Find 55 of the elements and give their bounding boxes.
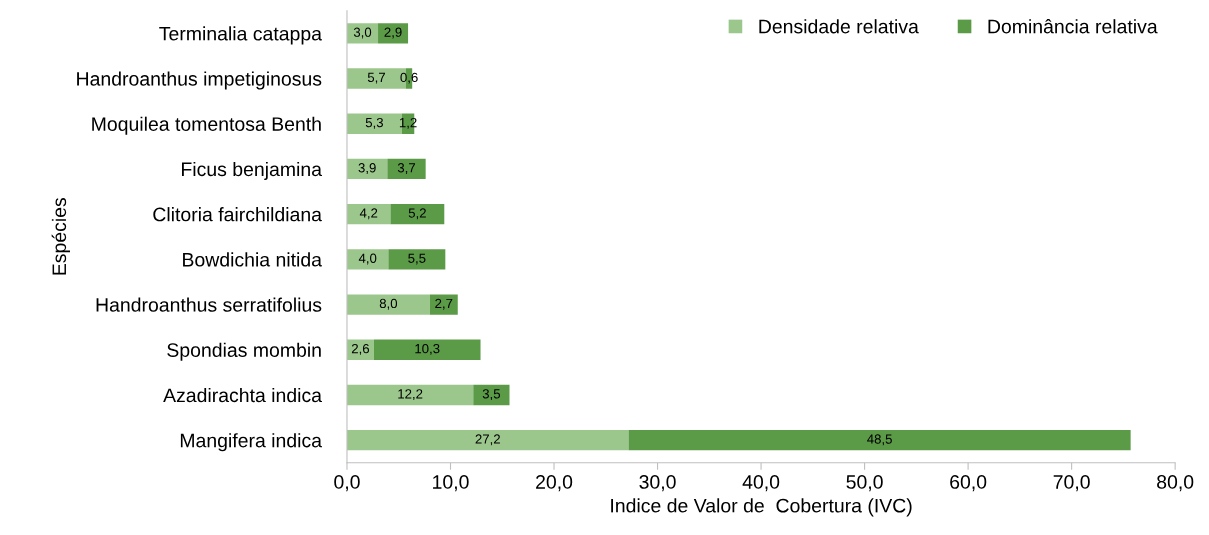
bar [346, 249, 389, 270]
bar [346, 294, 430, 315]
data-label: 3,9 [358, 163, 376, 175]
data-label: 3,5 [482, 389, 501, 401]
bar [346, 430, 629, 451]
data-label: 2,9 [384, 27, 402, 39]
y-tick-label: Moquilea tomentosa Benth [92, 116, 321, 135]
x-tick-label: 0,0 [334, 475, 360, 492]
y-tick-label: Bowdichia nitida [183, 252, 322, 267]
x-axis-title: Indice de Valor de Cobertura (IVC) [611, 498, 912, 517]
y-tick-label: Ficus benjamina [182, 161, 322, 181]
bar [429, 294, 458, 315]
data-label: 8,0 [379, 298, 398, 310]
data-label: 4,0 [358, 253, 377, 265]
y-tick-label: Mangifera indica [180, 433, 322, 452]
y-tick-label: Handroanthus serratifolius [96, 297, 322, 312]
y-tick-label: Clitoria fairchildiana [153, 207, 322, 222]
x-tick-label: 30,0 [639, 475, 676, 492]
data-label: 4,2 [359, 208, 378, 220]
y-axis-title: Espécies [51, 197, 70, 275]
bar [390, 203, 445, 225]
legend-label: Dominância relativa [988, 19, 1158, 34]
bar [346, 113, 402, 134]
legend-label: Densidade relativa [759, 19, 919, 34]
x-tick-label: 60,0 [950, 475, 987, 492]
x-tick-label: 10,0 [433, 475, 469, 492]
x-tick-label: 40,0 [742, 475, 780, 492]
bar [378, 23, 409, 44]
data-label: 48,5 [867, 434, 892, 446]
data-label: 3,0 [353, 27, 372, 39]
data-label: 2,7 [435, 298, 453, 310]
y-tick-label: Handroanthus impetiginosus [77, 71, 322, 90]
bar [387, 158, 426, 180]
data-label: 27,2 [475, 434, 500, 446]
data-label: 12,2 [398, 389, 423, 401]
y-tick-label: Terminalia catappa [159, 26, 322, 45]
x-tick-label: 20,0 [536, 475, 573, 492]
bar [346, 203, 391, 225]
x-tick-label: 50,0 [846, 475, 883, 492]
data-label: 5,2 [408, 208, 426, 220]
bar [628, 430, 1131, 451]
data-label: 5,7 [367, 72, 385, 84]
x-tick-label: 70,0 [1053, 475, 1090, 492]
bar [346, 384, 474, 406]
y-tick-label: Spondias mombin [167, 342, 321, 361]
data-label: 3,7 [397, 163, 416, 175]
data-label: 5,5 [408, 253, 426, 265]
bar [388, 249, 446, 270]
data-label: 10,3 [415, 343, 440, 355]
bar [473, 384, 510, 406]
data-label: 5,3 [365, 117, 384, 129]
bar [373, 339, 481, 360]
x-tick-label: 80,0 [1157, 475, 1194, 492]
y-tick-label: Azadirachta indica [163, 387, 322, 403]
data-label: 2,6 [351, 343, 370, 355]
